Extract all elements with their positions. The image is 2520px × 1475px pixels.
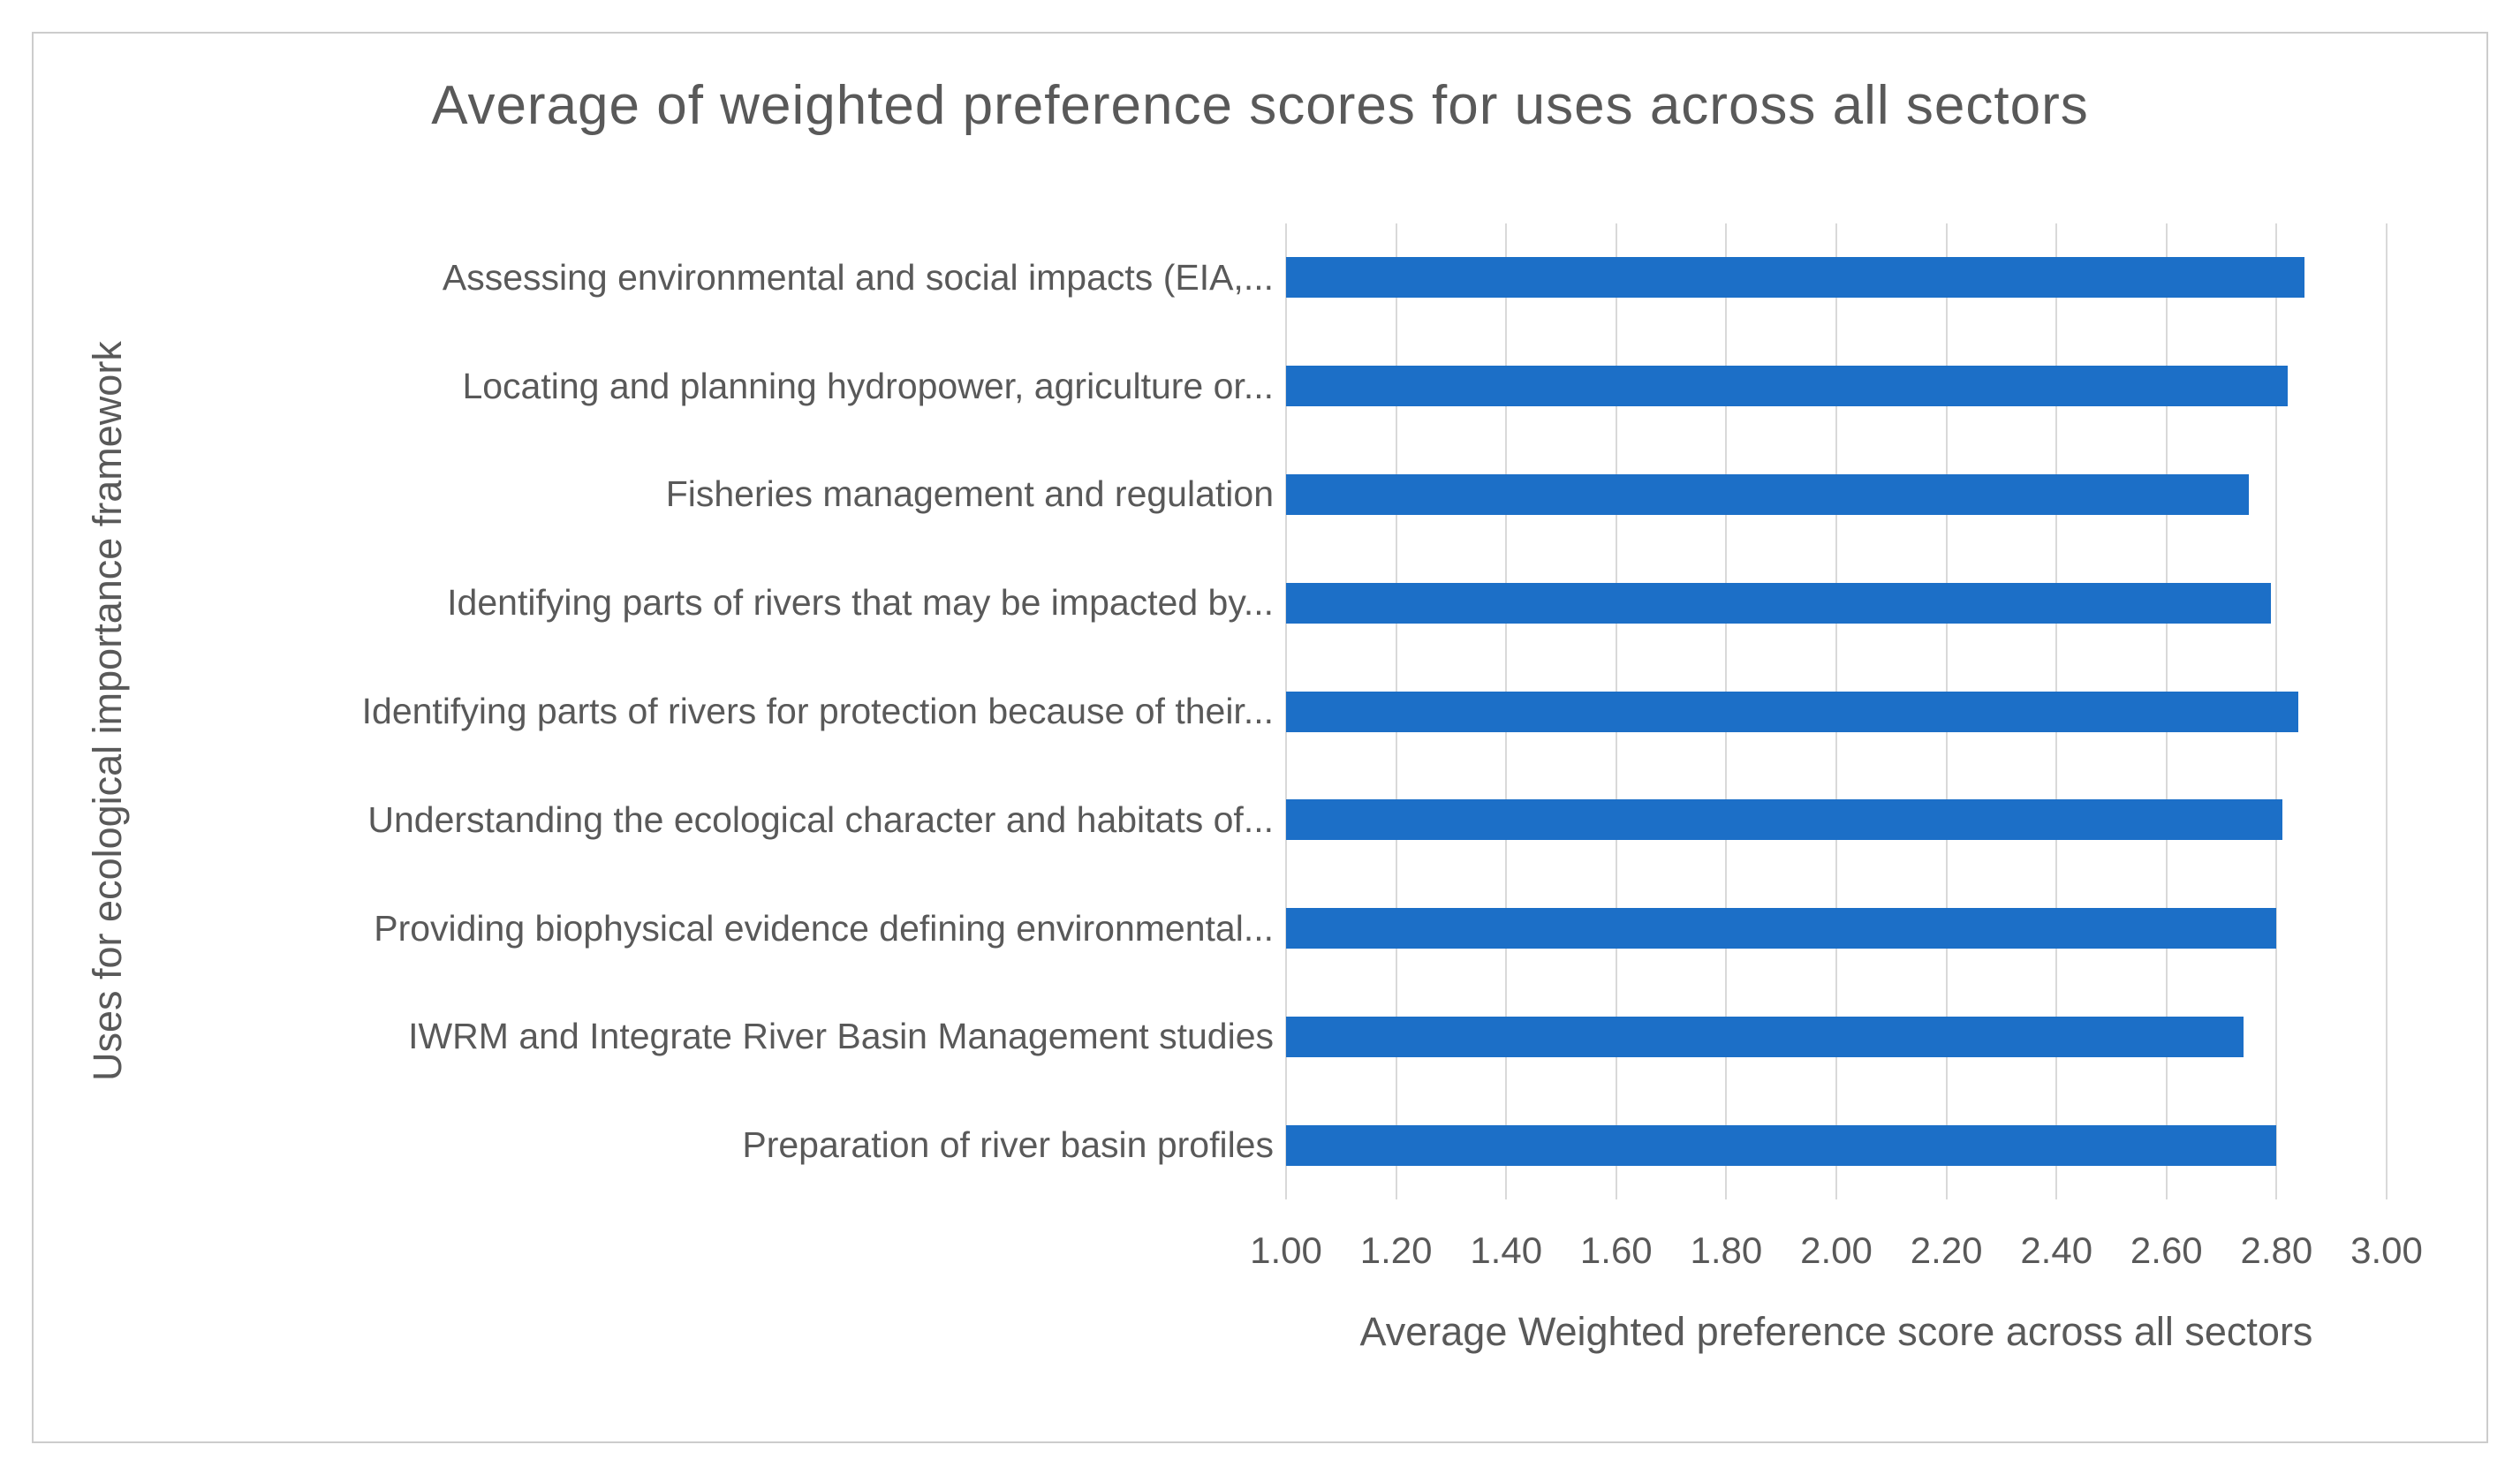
plot-area <box>1285 223 2388 1199</box>
x-tick-label: 2.20 <box>1910 1229 1983 1271</box>
x-axis-title: Average Weighted preference score across… <box>1359 1309 2313 1354</box>
category-label: Locating and planning hydropower, agricu… <box>462 365 1274 406</box>
category-label: IWRM and Integrate River Basin Managemen… <box>408 1016 1274 1057</box>
bar <box>1286 582 2272 624</box>
bar <box>1286 473 2250 515</box>
bar <box>1286 691 2299 732</box>
bar <box>1286 366 2288 407</box>
bar <box>1286 1016 2244 1057</box>
category-label: Assessing environmental and social impac… <box>442 256 1274 298</box>
x-tick-label: 1.40 <box>1470 1229 1543 1271</box>
category-label: Providing biophysical evidence defining … <box>374 907 1274 949</box>
x-tick-label: 3.00 <box>2350 1229 2423 1271</box>
x-tick-labels: 1.00 1.20 1.40 1.60 1.80 2.00 2.20 2.40 2.60 2.80… <box>1250 1229 2423 1282</box>
category-label: Identifying parts of rivers that may be … <box>447 582 1274 624</box>
x-tick-label: 2.80 <box>2240 1229 2313 1271</box>
gridline <box>2386 223 2388 1199</box>
x-tick-label: 1.60 <box>1579 1229 1653 1271</box>
bar <box>1286 908 2277 949</box>
category-label: Identifying parts of rivers for protecti… <box>361 690 1274 731</box>
x-tick-label: 2.40 <box>2020 1229 2093 1271</box>
bar <box>1286 257 2304 299</box>
category-label: Understanding the ecological character a… <box>367 798 1274 840</box>
x-tick-label: 1.20 <box>1359 1229 1433 1271</box>
chart-title: Average of weighted preference scores fo… <box>431 75 2089 136</box>
x-tick-label: 2.60 <box>2130 1229 2203 1271</box>
bar <box>1286 1124 2277 1166</box>
x-tick-label: 1.80 <box>1690 1229 1763 1271</box>
bar <box>1286 799 2282 841</box>
x-tick-label: 1.00 <box>1250 1229 1322 1271</box>
category-labels: Assessing environmental and social impac… <box>0 223 1274 1199</box>
x-tick-label: 2.00 <box>1800 1229 1873 1271</box>
category-label: Fisheries management and regulation <box>665 473 1274 515</box>
category-label: Preparation of river basin profiles <box>742 1124 1274 1166</box>
